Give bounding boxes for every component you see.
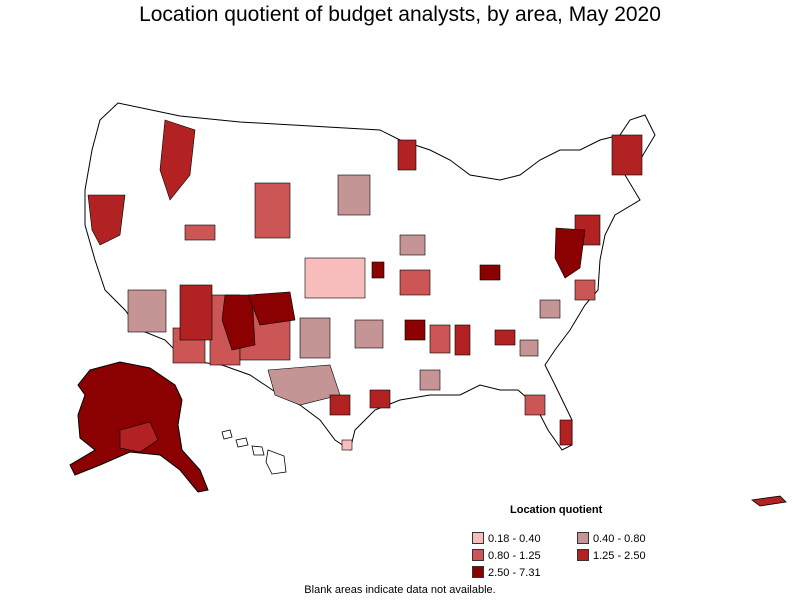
legend-label: 0.18 - 0.40 — [488, 533, 541, 545]
legend-swatch — [472, 532, 484, 544]
legend-label: 1.25 - 2.50 — [593, 550, 646, 562]
legend-swatch — [472, 549, 484, 561]
alaska-southwest-region — [119, 421, 159, 453]
legend-item-5: 2.50 - 7.31 — [472, 566, 541, 579]
map-title: Location quotient of budget analysts, by… — [139, 3, 661, 26]
legend-label: 2.50 - 7.31 — [488, 567, 541, 579]
legend-swatch — [577, 549, 589, 561]
legend-swatch — [577, 532, 589, 544]
legend-item-3: 0.80 - 1.25 — [472, 549, 541, 562]
legend-title: Location quotient — [510, 504, 603, 516]
legend-item-2: 0.40 - 0.80 — [577, 532, 646, 545]
legend-label: 0.80 - 1.25 — [488, 550, 541, 562]
shaded-areas — [87, 119, 643, 451]
puerto-rico-region — [750, 495, 787, 507]
legend-item-4: 1.25 - 2.50 — [577, 549, 646, 562]
legend-swatch — [472, 566, 484, 578]
footnote: Blank areas indicate data not available. — [304, 584, 496, 596]
legend-label: 0.40 - 0.80 — [593, 533, 646, 545]
legend-item-1: 0.18 - 0.40 — [472, 532, 541, 545]
hawaii-islands — [221, 429, 287, 475]
